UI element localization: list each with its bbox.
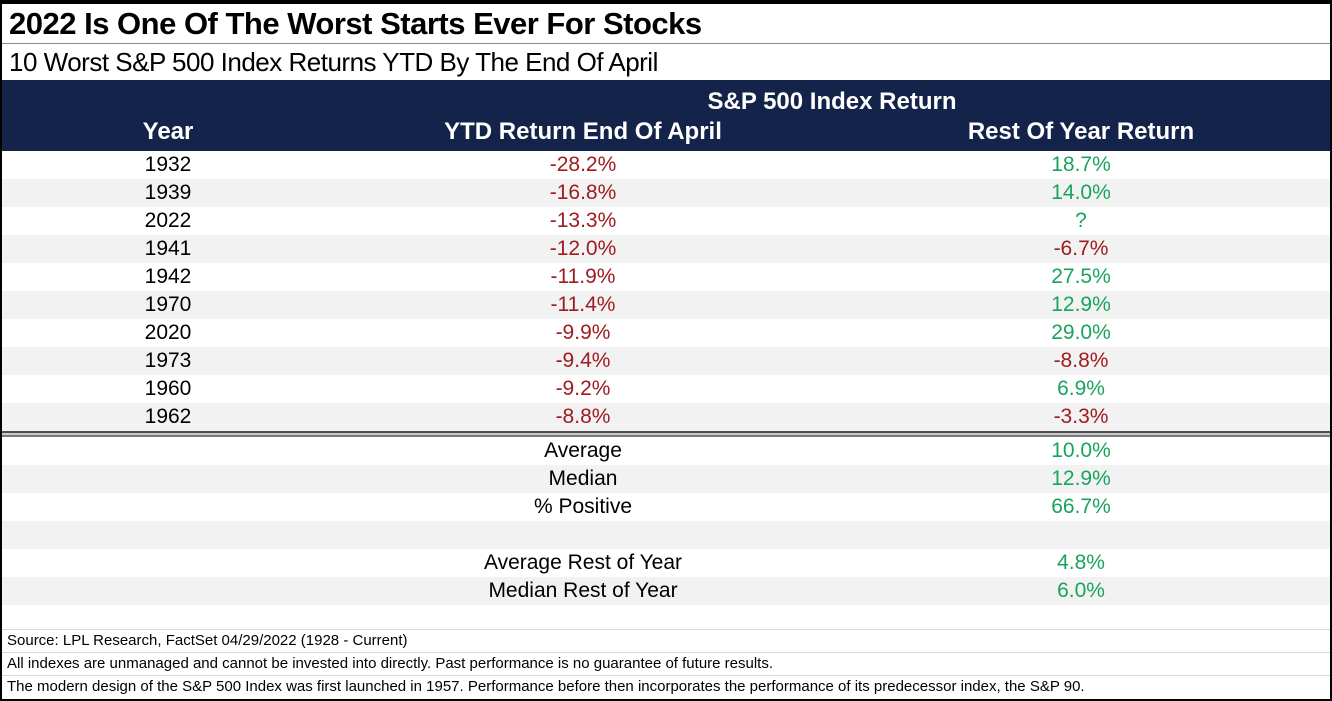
- year-cell: 1960: [144, 377, 192, 400]
- footnote-index-history: The modern design of the S&P 500 Index w…: [2, 675, 1330, 698]
- year-cell: 1970: [144, 293, 192, 316]
- rest-cell: 6.9%: [1057, 377, 1105, 400]
- footnote-source: Source: LPL Research, FactSet 04/29/2022…: [2, 629, 1330, 652]
- year-cell: 1939: [144, 181, 192, 204]
- ytd-cell: -13.3%: [549, 209, 617, 232]
- rest-cell: ?: [1075, 209, 1087, 232]
- summary-separator: [2, 431, 1330, 437]
- chart-title: 2022 Is One Of The Worst Starts Ever For…: [2, 4, 1330, 44]
- rest-cell: 27.5%: [1051, 265, 1111, 288]
- rest-cell: -6.7%: [1053, 237, 1109, 260]
- summary-label: Median Rest of Year: [488, 579, 678, 602]
- group-header-row: S&P 500 Index Return: [2, 80, 1330, 117]
- footnotes-section: Source: LPL Research, FactSet 04/29/2022…: [2, 629, 1330, 698]
- year-cell: 1932: [144, 153, 192, 176]
- year-cell: 2020: [144, 321, 192, 344]
- ytd-cell: -11.4%: [550, 293, 616, 316]
- year-cell: 1941: [144, 237, 192, 260]
- ytd-cell: -28.2%: [549, 153, 617, 176]
- ytd-cell: -9.4%: [555, 349, 611, 372]
- chart-subtitle: 10 Worst S&P 500 Index Returns YTD By Th…: [9, 47, 658, 77]
- table-row: 1942 -11.9% 27.5%: [2, 263, 1330, 291]
- ytd-cell: -12.0%: [549, 237, 617, 260]
- summary-row: Median 12.9%: [2, 465, 1330, 493]
- year-cell: 2022: [144, 209, 192, 232]
- table-row: 1941 -12.0% -6.7%: [2, 235, 1330, 263]
- summary-value: 12.9%: [1051, 467, 1111, 490]
- summary-value: 6.0%: [1057, 579, 1105, 602]
- ytd-cell: -9.2%: [555, 377, 611, 400]
- summary-row: Average Rest of Year 4.8%: [2, 549, 1330, 577]
- year-cell: 1942: [144, 265, 192, 288]
- rest-cell: 14.0%: [1051, 181, 1111, 204]
- summary-value: 66.7%: [1051, 495, 1111, 518]
- summary-label: Median: [548, 467, 618, 490]
- ytd-cell: -8.8%: [555, 405, 611, 428]
- table-row: 2022 -13.3% ?: [2, 207, 1330, 235]
- column-header-row: Year YTD Return End Of April Rest Of Yea…: [2, 117, 1330, 151]
- table-row: 1939 -16.8% 14.0%: [2, 179, 1330, 207]
- spacer-row: [2, 521, 1330, 549]
- ytd-cell: -16.8%: [549, 181, 617, 204]
- table-row: 1973 -9.4% -8.8%: [2, 347, 1330, 375]
- column-header-year: Year: [142, 118, 194, 145]
- summary-label: Average Rest of Year: [483, 551, 683, 574]
- summary-label: % Positive: [533, 495, 633, 518]
- summary-value: 10.0%: [1051, 439, 1111, 462]
- column-header-ytd: YTD Return End Of April: [444, 118, 722, 145]
- table-row: 1962 -8.8% -3.3%: [2, 403, 1330, 431]
- table-header: S&P 500 Index Return Year YTD Return End…: [2, 80, 1330, 151]
- summary-row: Median Rest of Year 6.0%: [2, 577, 1330, 605]
- summary-section: Average 10.0% Median 12.9% % Positive 66…: [2, 437, 1330, 605]
- footnote-disclaimer: All indexes are unmanaged and cannot be …: [2, 652, 1330, 675]
- column-header-rest: Rest Of Year Return: [967, 118, 1195, 145]
- year-cell: 1962: [144, 405, 192, 428]
- rest-cell: -8.8%: [1053, 349, 1109, 372]
- summary-row: Average 10.0%: [2, 437, 1330, 465]
- rest-cell: 12.9%: [1051, 293, 1111, 316]
- footer-gap: [2, 605, 1330, 629]
- table-row: 2020 -9.9% 29.0%: [2, 319, 1330, 347]
- group-header-label: S&P 500 Index Return: [707, 88, 957, 115]
- table-body: 1932 -28.2% 18.7% 1939 -16.8% 14.0% 2022…: [2, 151, 1330, 431]
- table-row: 1932 -28.2% 18.7%: [2, 151, 1330, 179]
- summary-row: % Positive 66.7%: [2, 493, 1330, 521]
- rest-cell: -3.3%: [1053, 405, 1109, 428]
- summary-value: 4.8%: [1057, 551, 1105, 574]
- table-row: 1960 -9.2% 6.9%: [2, 375, 1330, 403]
- ytd-cell: -9.9%: [555, 321, 611, 344]
- rest-cell: 18.7%: [1051, 153, 1111, 176]
- ytd-cell: -11.9%: [550, 265, 616, 288]
- rest-cell: 29.0%: [1051, 321, 1111, 344]
- table-row: 1970 -11.4% 12.9%: [2, 291, 1330, 319]
- summary-label: Average: [544, 439, 622, 462]
- year-cell: 1973: [144, 349, 192, 372]
